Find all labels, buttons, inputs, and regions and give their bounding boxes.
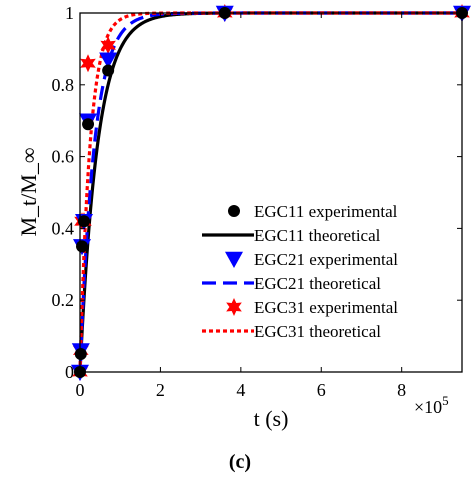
point-egc11-experimental — [78, 215, 91, 228]
y-tick-label: 0 — [65, 362, 74, 382]
y-tick-label: 1 — [65, 3, 74, 23]
y-tick-label: 0.6 — [52, 147, 75, 167]
legend-entry-label: EGC21 experimental — [254, 250, 398, 269]
legend-marker — [225, 251, 243, 268]
y-axis-label-text: M_t/M_∞ — [16, 147, 41, 236]
legend-entry-label: EGC11 experimental — [254, 202, 398, 221]
panel-label: (c) — [229, 451, 251, 473]
point-egc31-experimental — [100, 36, 116, 55]
legend: EGC11 experimental EGC11 theoretical EGC21… — [202, 202, 398, 341]
x-tick-label: 8 — [397, 380, 406, 400]
y-tick-label: 0.4 — [52, 218, 75, 238]
point-egc31-experimental — [80, 54, 96, 73]
y-tick-label: 0.8 — [52, 75, 75, 95]
axis-ticks: 0 0.2 0.4 0.6 0.8 1 0 2 4 6 8 — [52, 3, 462, 400]
point-egc11-experimental — [82, 118, 95, 131]
point-egc11-experimental — [76, 240, 89, 253]
x-tick-label: 4 — [236, 380, 245, 400]
curve-egc31-theoretical — [78, 11, 462, 372]
legend-entry-label: EGC31 experimental — [254, 298, 398, 317]
x-tick-label: 2 — [156, 380, 165, 400]
x-axis-multiplier: ×105 — [414, 393, 449, 417]
x-tick-label: 6 — [317, 380, 326, 400]
y-tick-label: 0.2 — [52, 290, 75, 310]
legend-entry-label: EGC21 theoretical — [254, 274, 381, 293]
curves — [78, 11, 462, 373]
curve-egc21-theoretical — [78, 11, 462, 373]
legend-entry-label: EGC31 theoretical — [254, 322, 381, 341]
curve-egc11-theoretical — [78, 11, 462, 373]
plot-frame — [79, 12, 463, 373]
legend-marker — [226, 298, 242, 316]
x-axis-label: t (s) — [254, 406, 289, 431]
point-egc11-experimental — [102, 64, 115, 77]
x-tick-label: 0 — [76, 380, 85, 400]
point-egc11-experimental — [74, 348, 87, 361]
y-axis-label: M_t/M_∞ — [16, 147, 41, 236]
legend-marker — [228, 205, 240, 217]
point-egc21-experimental — [99, 52, 118, 69]
markers — [71, 4, 471, 381]
legend-entry-label: EGC11 theoretical — [254, 226, 381, 245]
